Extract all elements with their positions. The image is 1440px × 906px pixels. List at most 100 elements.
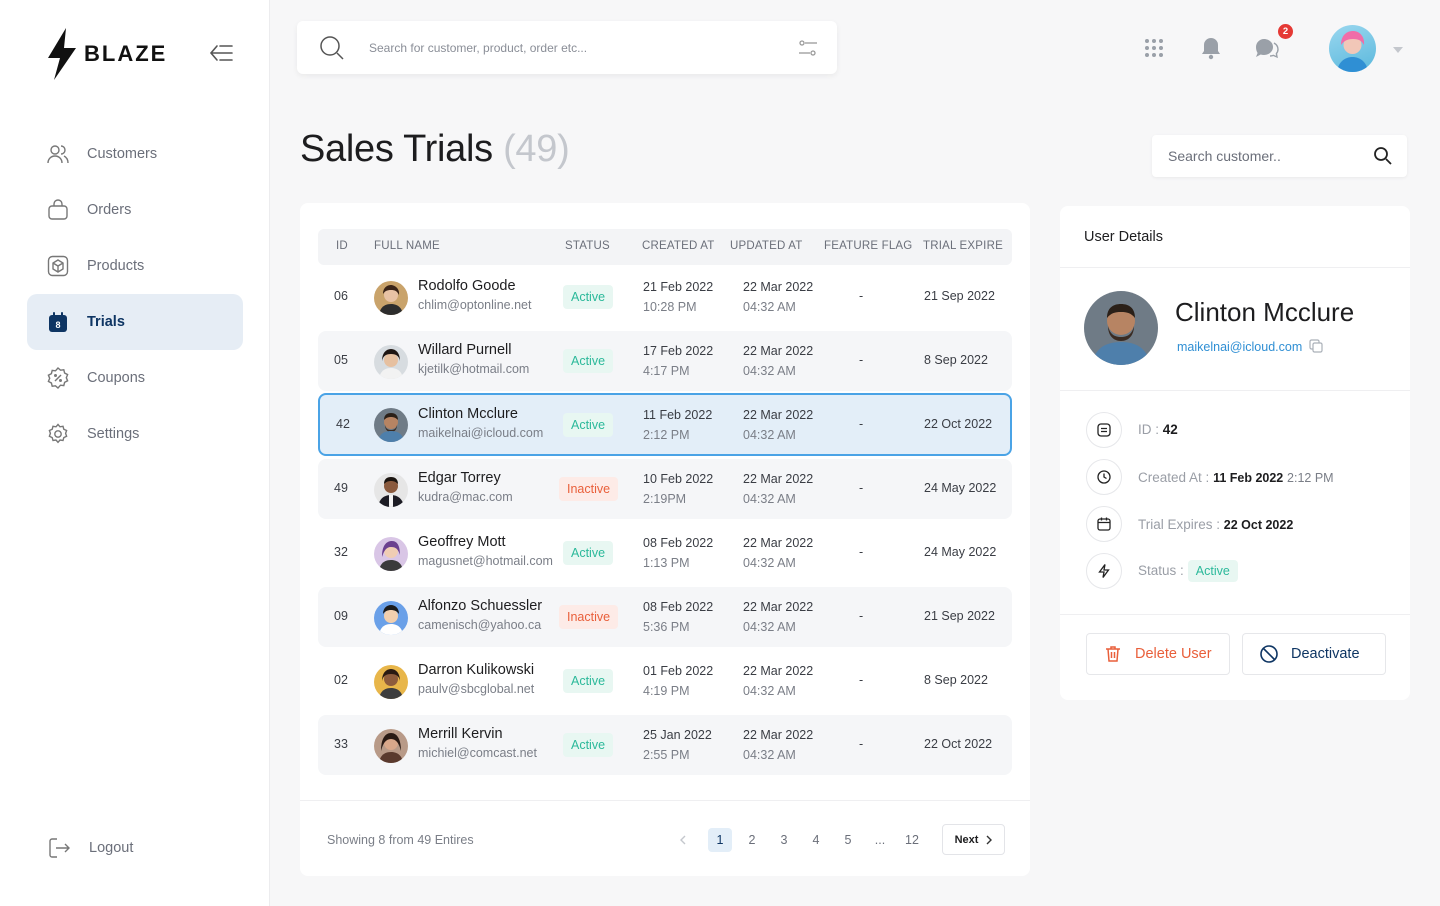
table-row[interactable]: 05 Willard Purnell kjetilk@hotmail.com A… (318, 331, 1012, 391)
row-id: 49 (334, 481, 348, 495)
search-icon[interactable] (1373, 146, 1393, 166)
customer-email: paulv@sbcglobal.net (418, 682, 535, 696)
updated-time: 04:32 AM (743, 556, 796, 570)
sidebar-item-label: Trials (87, 314, 125, 330)
created-time: 1:13 PM (643, 556, 690, 570)
chevron-down-icon[interactable] (1392, 46, 1404, 54)
sidebar-item-settings[interactable]: Settings (27, 406, 243, 462)
sidebar-item-coupons[interactable]: Coupons (27, 350, 243, 406)
customer-search-box (1152, 135, 1407, 177)
box-icon (47, 255, 69, 277)
pagination-next-button[interactable]: Next (942, 824, 1005, 855)
updated-time: 04:32 AM (743, 300, 796, 314)
user-avatar[interactable] (1329, 25, 1376, 72)
created-time: 2:12 PM (643, 428, 690, 442)
delete-user-button[interactable]: Delete User (1086, 633, 1230, 675)
created-time: 2:55 PM (643, 748, 690, 762)
created-date: 25 Jan 2022 (643, 728, 712, 742)
table-row[interactable]: 02 Darron Kulikowski paulv@sbcglobal.net… (318, 651, 1012, 711)
sidebar-item-label: Customers (87, 146, 158, 162)
users-icon (47, 145, 69, 164)
customer-name: Clinton Mcclure (418, 406, 518, 422)
column-header-status[interactable]: STATUS (565, 240, 610, 252)
pagination-page-4[interactable]: 4 (812, 833, 820, 847)
sidebar-item-products[interactable]: Products (27, 238, 243, 294)
status-badge: Active (563, 669, 614, 693)
pagination-page-2[interactable]: 2 (748, 833, 756, 847)
person-avatar-icon (374, 537, 408, 571)
table-row[interactable]: 33 Merrill Kervin michiel@comcast.net Ac… (318, 715, 1012, 775)
updated-date: 22 Mar 2022 (743, 536, 814, 550)
trials-badge-number: 8 (55, 320, 60, 330)
coupon-icon (47, 367, 69, 389)
collapse-sidebar-button[interactable] (208, 42, 236, 66)
trash-icon (1106, 646, 1120, 662)
feature-flag: - (859, 609, 864, 623)
pagination-page-3[interactable]: 3 (780, 833, 788, 847)
updated-time: 04:32 AM (743, 620, 796, 634)
trial-expire: 24 May 2022 (924, 481, 997, 495)
table-row[interactable]: 49 Edgar Torrey kudra@mac.com Inactive 1… (318, 459, 1012, 519)
copy-icon[interactable] (1309, 339, 1323, 353)
detail-created-time: 2:12 PM (1287, 471, 1334, 485)
chat-icon[interactable] (1255, 37, 1279, 59)
created-time: 5:36 PM (643, 620, 690, 634)
bell-icon[interactable] (1200, 36, 1222, 60)
column-header-trial-expire[interactable]: TRIAL EXPIRE (923, 240, 1003, 252)
apps-grid-icon[interactable] (1144, 38, 1164, 58)
updated-date: 22 Mar 2022 (743, 728, 814, 742)
logout-button[interactable]: Logout (47, 836, 133, 860)
filter-sliders-icon[interactable] (797, 38, 819, 58)
updated-date: 22 Mar 2022 (743, 600, 814, 614)
chevron-right-icon (986, 835, 993, 844)
brand-name: BLAZE (84, 41, 168, 66)
bag-icon (48, 199, 68, 220)
pagination-page-12[interactable]: 12 (905, 833, 919, 847)
sidebar-item-trials[interactable]: 8 Trials (27, 294, 243, 350)
logout-icon (49, 838, 70, 858)
chevron-left-icon (680, 835, 686, 845)
person-avatar-icon (374, 601, 408, 635)
global-search-input[interactable] (369, 35, 769, 61)
brand-logo[interactable]: BLAZE (46, 28, 167, 80)
sidebar-item-customers[interactable]: Customers (27, 126, 243, 182)
table-row[interactable]: 06 Rodolfo Goode chlim@optonline.net Act… (318, 267, 1012, 327)
table-row[interactable]: 32 Geoffrey Mott magusnet@hotmail.com Ac… (318, 523, 1012, 583)
page-title-count: (49) (503, 128, 570, 170)
info-icon-wrapper (1086, 506, 1122, 542)
user-details-email[interactable]: maikelnai@icloud.com (1177, 340, 1303, 354)
lightning-icon (48, 28, 76, 80)
updated-date: 22 Mar 2022 (743, 408, 814, 422)
customer-search-input[interactable] (1168, 144, 1368, 168)
pagination-page-5[interactable]: 5 (844, 833, 852, 847)
delete-user-label: Delete User (1135, 646, 1212, 662)
deactivate-button[interactable]: Deactivate (1242, 633, 1386, 675)
sidebar-item-label: Orders (87, 202, 132, 218)
detail-status-row: Status : Active (1138, 560, 1238, 582)
detail-trial-value: 22 Oct 2022 (1223, 518, 1294, 532)
column-header-created-at[interactable]: CREATED AT (642, 240, 715, 252)
info-icon-wrapper (1086, 553, 1122, 589)
sidebar-item-orders[interactable]: Orders (27, 182, 243, 238)
updated-time: 04:32 AM (743, 748, 796, 762)
next-label: Next (954, 833, 979, 846)
lightning-icon (1098, 564, 1110, 578)
customer-name: Willard Purnell (418, 342, 512, 358)
column-header-feature-flag[interactable]: FEATURE FLAG (824, 240, 913, 252)
column-header-full-name[interactable]: FULL NAME (374, 240, 440, 252)
user-details-panel: User Details Clinton Mcclure maikelnai@i… (1060, 206, 1410, 700)
column-header-id[interactable]: ID (336, 240, 348, 252)
avatar-portrait-icon (1337, 31, 1368, 72)
created-time: 2:19PM (643, 492, 687, 506)
detail-created-row: Created At : 11 Feb 2022 2:12 PM (1138, 470, 1334, 485)
column-header-updated-at[interactable]: UPDATED AT (730, 240, 803, 252)
customer-email: kudra@mac.com (418, 490, 513, 504)
page-title: Sales Trials (49) (300, 128, 570, 171)
avatar (374, 281, 408, 315)
table-row[interactable]: 09 Alfonzo Schuessler camenisch@yahoo.ca… (318, 587, 1012, 647)
pagination-prev-button[interactable] (671, 828, 695, 852)
detail-status-label: Status : (1138, 563, 1184, 578)
customer-email: maikelnai@icloud.com (418, 426, 544, 440)
pagination-page-1[interactable]: 1 (708, 828, 732, 852)
table-row-selected[interactable]: 42 Clinton Mcclure maikelnai@icloud.com … (318, 393, 1012, 456)
